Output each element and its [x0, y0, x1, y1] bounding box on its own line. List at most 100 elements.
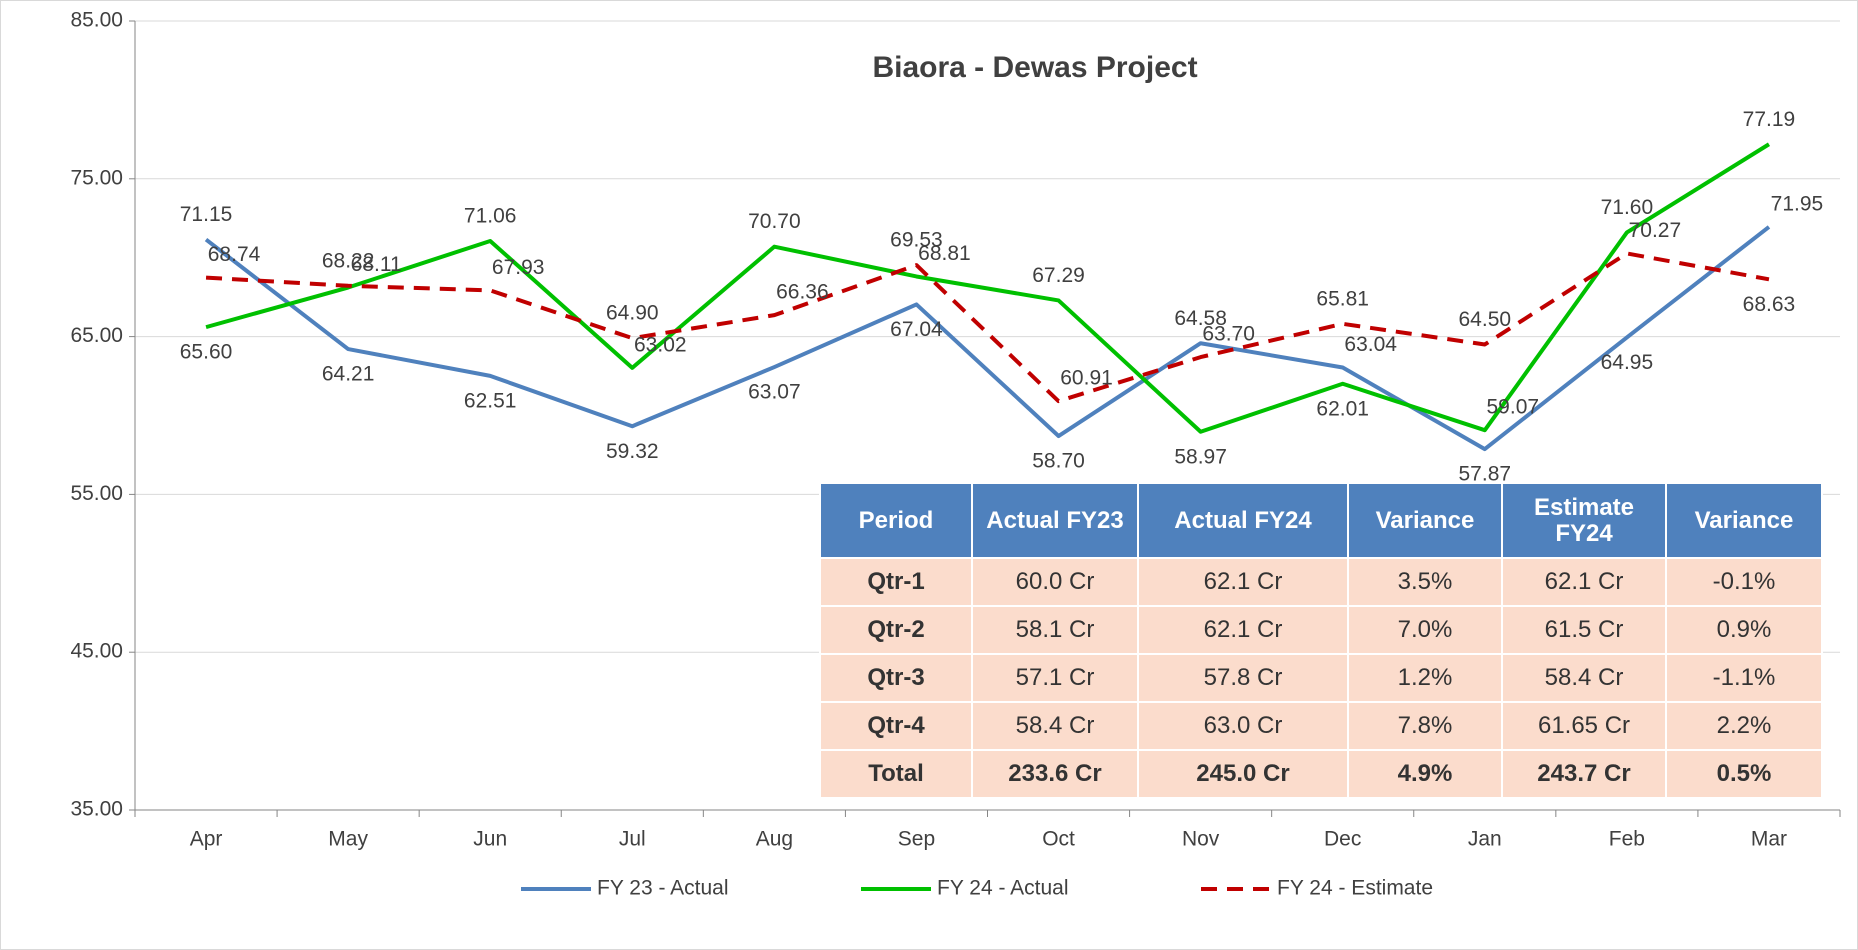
legend-label: FY 23 - Actual	[597, 877, 729, 900]
data-label: 70.70	[748, 210, 801, 233]
data-label: 62.01	[1316, 397, 1369, 420]
x-tick-label: May	[328, 828, 368, 851]
x-tick-label: Oct	[1042, 828, 1075, 851]
data-label: 65.81	[1316, 287, 1369, 310]
table-cell: 61.5 Cr	[1501, 605, 1667, 655]
series-line	[204, 225, 1771, 452]
table-cell: 0.5%	[1665, 749, 1823, 799]
data-label: 68.74	[208, 243, 261, 266]
table-cell: 3.5%	[1347, 557, 1503, 607]
data-label: 63.07	[748, 381, 801, 404]
table-cell: 1.2%	[1347, 653, 1503, 703]
data-label: 71.06	[464, 205, 517, 228]
series-line	[205, 142, 1771, 434]
chart-title: Biaora - Dewas Project	[872, 51, 1197, 84]
table-cell: 2.2%	[1665, 701, 1823, 751]
data-label: 71.15	[180, 203, 233, 226]
data-label: 58.97	[1174, 445, 1227, 468]
legend-label: FY 24 - Actual	[937, 877, 1069, 900]
table-cell: 57.1 Cr	[971, 653, 1139, 703]
data-label: 67.29	[1032, 264, 1085, 287]
table-cell: Qtr-4	[819, 701, 973, 751]
data-label: 68.11	[351, 253, 402, 276]
data-label: 63.70	[1202, 323, 1255, 346]
table-cell: Qtr-1	[819, 557, 973, 607]
x-tick-label: Nov	[1182, 828, 1220, 851]
data-label: 64.21	[322, 363, 375, 386]
table-cell: 62.1 Cr	[1501, 557, 1667, 607]
table-cell: 62.1 Cr	[1137, 557, 1349, 607]
table-cell: 233.6 Cr	[971, 749, 1139, 799]
data-label: 63.02	[634, 333, 687, 356]
table-cell: Qtr-2	[819, 605, 973, 655]
table-row: Qtr-3 57.1 Cr 57.8 Cr 1.2% 58.4 Cr -1.1%	[819, 653, 1823, 703]
summary-table: Period Actual FY23 Actual FY24 Variance Esti…	[819, 482, 1823, 799]
table-cell: -0.1%	[1665, 557, 1823, 607]
table-row: Qtr-4 58.4 Cr 63.0 Cr 7.8% 61.65 Cr 2.2%	[819, 701, 1823, 751]
table-header: Period Actual FY23 Actual FY24 Variance Esti…	[819, 482, 1823, 559]
table-cell: 61.65 Cr	[1501, 701, 1667, 751]
table-cell: 58.4 Cr	[971, 701, 1139, 751]
data-label: 59.07	[1487, 396, 1540, 419]
data-label: 59.32	[606, 440, 659, 463]
data-label: 64.50	[1459, 308, 1512, 331]
table-cell: 0.9%	[1665, 605, 1823, 655]
table-cell: 57.8 Cr	[1137, 653, 1349, 703]
table-cell: 245.0 Cr	[1137, 749, 1349, 799]
table-cell: 63.0 Cr	[1137, 701, 1349, 751]
table-cell: 7.8%	[1347, 701, 1503, 751]
data-label: 62.51	[464, 389, 517, 412]
data-label: 68.63	[1743, 293, 1796, 316]
data-label: 71.60	[1601, 196, 1654, 219]
x-tick-label: Dec	[1324, 828, 1361, 851]
legend-label: FY 24 - Estimate	[1277, 877, 1433, 900]
data-label: 57.87	[1459, 463, 1512, 486]
data-label: 68.22	[322, 249, 375, 272]
data-label: 60.91	[1060, 367, 1113, 390]
y-tick-label: 35.00	[70, 798, 123, 821]
header-cell: Estimate FY24	[1501, 482, 1667, 559]
data-label: 58.70	[1032, 450, 1085, 473]
table-cell: 58.4 Cr	[1501, 653, 1667, 703]
table-cell: 4.9%	[1347, 749, 1503, 799]
y-tick-label: 55.00	[70, 482, 123, 505]
y-tick-label: 85.00	[70, 9, 123, 32]
table-cell: Total	[819, 749, 973, 799]
data-label: 70.27	[1629, 219, 1682, 242]
x-tick-label: Sep	[898, 828, 935, 851]
header-cell: Variance	[1347, 482, 1503, 559]
x-tick-label: Mar	[1751, 828, 1787, 851]
data-label: 64.90	[606, 302, 659, 325]
x-tick-label: Jan	[1468, 828, 1502, 851]
table-row: Qtr-2 58.1 Cr 62.1 Cr 7.0% 61.5 Cr 0.9%	[819, 605, 1823, 655]
table-row: Total 233.6 Cr 245.0 Cr 4.9% 243.7 Cr 0.5%	[819, 749, 1823, 799]
table-cell: 7.0%	[1347, 605, 1503, 655]
series-line	[205, 251, 1770, 404]
table-cell: Qtr-3	[819, 653, 973, 703]
y-tick-label: 75.00	[70, 166, 123, 189]
y-tick-label: 45.00	[70, 640, 123, 663]
data-label: 65.60	[180, 341, 233, 364]
x-tick-label: Apr	[190, 828, 223, 851]
x-tick-label: Jun	[473, 828, 507, 851]
data-label: 77.19	[1743, 108, 1796, 131]
data-label: 67.04	[890, 318, 943, 341]
data-label: 69.53	[890, 229, 943, 252]
header-cell: Actual FY24	[1137, 482, 1349, 559]
data-label: 71.95	[1771, 192, 1824, 215]
table-cell: 60.0 Cr	[971, 557, 1139, 607]
data-label: 63.04	[1344, 333, 1397, 356]
table-cell: 62.1 Cr	[1137, 605, 1349, 655]
table-body: Qtr-1 60.0 Cr 62.1 Cr 3.5% 62.1 Cr -0.1% Qtr-2…	[819, 557, 1823, 799]
data-label: 67.93	[492, 256, 545, 279]
table-row: Qtr-1 60.0 Cr 62.1 Cr 3.5% 62.1 Cr -0.1%	[819, 557, 1823, 607]
table-cell: 58.1 Cr	[971, 605, 1139, 655]
x-tick-label: Jul	[619, 828, 646, 851]
data-label: 66.36	[776, 281, 829, 304]
x-tick-label: Feb	[1609, 828, 1645, 851]
x-tick-label: Aug	[756, 828, 793, 851]
header-cell: Period	[819, 482, 973, 559]
header-cell: Actual FY23	[971, 482, 1139, 559]
